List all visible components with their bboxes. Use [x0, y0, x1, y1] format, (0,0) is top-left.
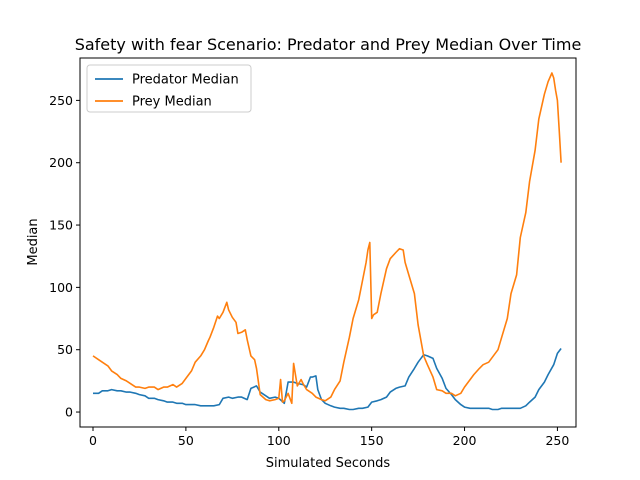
- legend-box: [86, 64, 252, 113]
- x-axis: 0 50 100 150 200 250: [89, 427, 569, 448]
- chart-title: Safety with fear Scenario: Predator and …: [75, 35, 582, 54]
- legend-label: Predator Median: [132, 73, 239, 88]
- x-axis-title: Simulated Seconds: [266, 456, 391, 471]
- x-tick-label: 250: [545, 433, 569, 448]
- x-tick-label: 200: [453, 433, 477, 448]
- y-axis-title: Median: [26, 218, 41, 265]
- x-tick-label: 150: [360, 433, 384, 448]
- legend: Predator Median Prey Median: [86, 64, 252, 113]
- y-tick-label: 100: [49, 280, 73, 295]
- y-tick-label: 200: [49, 155, 73, 170]
- y-tick-label: 50: [57, 342, 73, 357]
- legend-label: Prey Median: [132, 95, 212, 110]
- series-line-prey-median: [92, 72, 562, 405]
- series-line-predator-median: [93, 348, 562, 411]
- x-tick-label: 100: [267, 433, 291, 448]
- y-tick-label: 250: [49, 93, 73, 108]
- y-axis: 0 50 100 150 200 250: [49, 93, 80, 420]
- y-tick-label: 0: [65, 405, 73, 420]
- y-tick-label: 150: [49, 218, 73, 233]
- plot-frame: [79, 57, 577, 428]
- x-tick-label: 0: [89, 433, 97, 448]
- x-tick-label: 50: [178, 433, 194, 448]
